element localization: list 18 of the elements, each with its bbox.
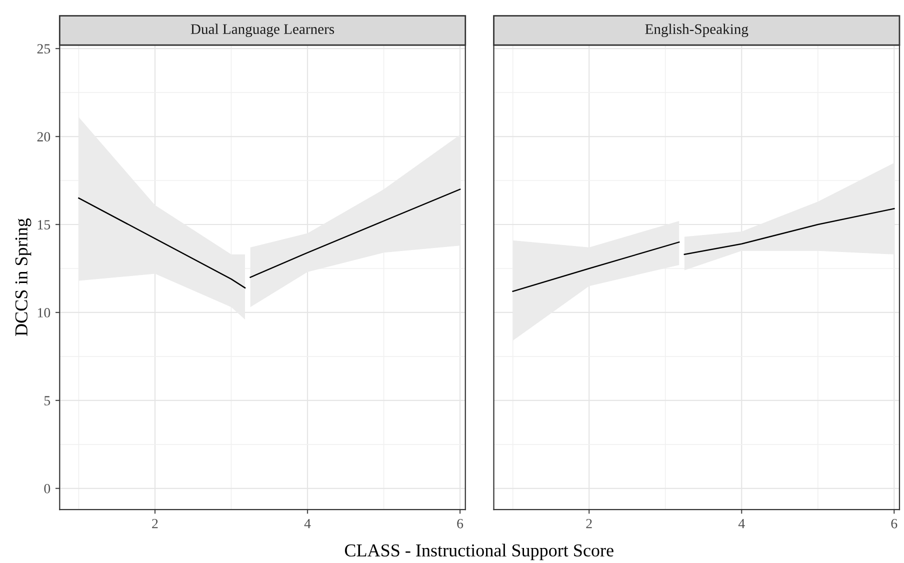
x-tick-label: 4	[738, 519, 745, 528]
x-tick-label: 6	[891, 518, 898, 528]
y-tick-label: 20	[37, 132, 50, 142]
x-tick-label: 4	[304, 519, 311, 528]
y-tick-label: 10	[38, 308, 50, 318]
x-tick-label: 6	[457, 518, 464, 528]
x-tick-label: 2	[586, 518, 592, 528]
y-axis-title: DCCS in Spring	[15, 218, 32, 336]
chart-title: Dual Language Learners	[190, 24, 334, 38]
y-tick-label: 0	[44, 484, 50, 494]
line-series	[250, 188, 461, 278]
chart-title: English-Speaking	[645, 24, 748, 38]
y-tick-label: 5	[44, 396, 50, 406]
y-tick-label: 25	[37, 44, 50, 54]
y-tick-label: 15	[38, 220, 50, 230]
line-series	[78, 197, 246, 288]
x-tick-label: 2	[152, 518, 158, 528]
x-axis-title: CLASS - Instructional Support Score	[344, 544, 614, 560]
